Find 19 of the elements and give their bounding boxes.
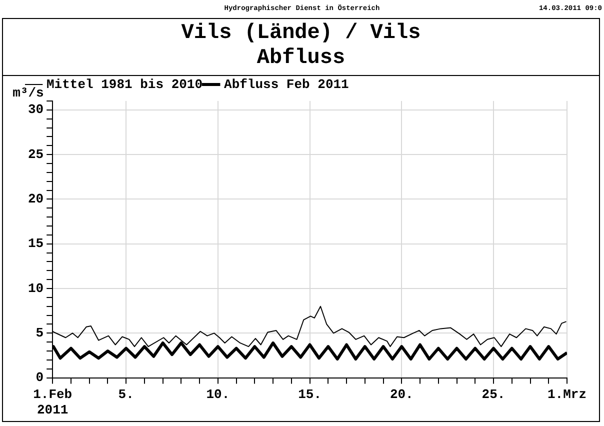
y-axis-title: m³/s [12,85,44,100]
x-tick-label: 5. [118,386,134,402]
y-tick-label: 5 [36,325,44,340]
x-tick-label: 25. [482,386,506,402]
y-tick-label: 25 [28,146,44,162]
legend-label: Mittel 1981 bis 2010 [46,76,203,92]
x-tick-label: 20. [390,386,414,402]
x-tick-label: 15. [298,386,322,402]
x-tick-label: 1.Feb 2011 [33,386,72,418]
legend-label: Abfluss Feb 2011 [224,76,350,92]
chart-subtitle: Abfluss [256,46,346,71]
y-tick-label: 10 [28,280,44,296]
x-tick-label: 10. [206,386,230,402]
chart-title: Vils (Lände) / Vils [180,21,422,46]
y-tick-label: 15 [28,236,44,252]
x-tick-label: 1.Mrz [547,386,587,402]
y-tick-label: 0 [36,370,44,386]
y-tick-label: 20 [28,192,44,206]
y-tick-label: 30 [28,102,44,118]
